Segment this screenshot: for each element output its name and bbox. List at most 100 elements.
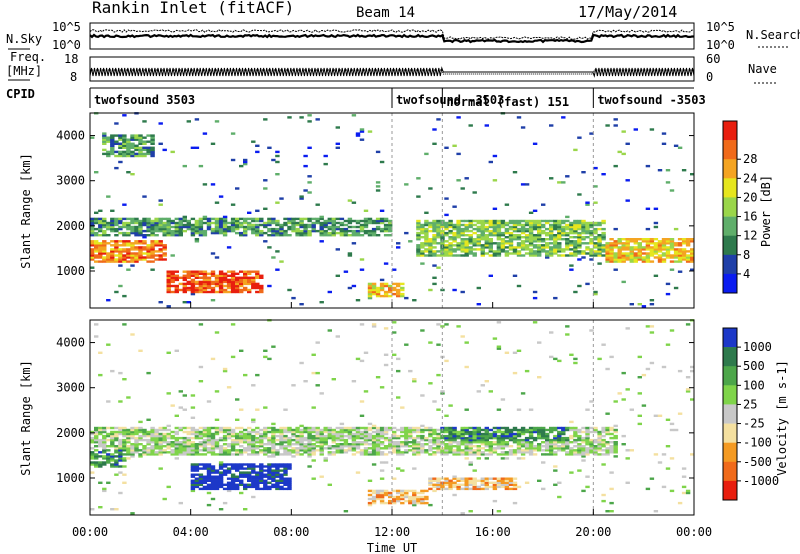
heatmap-cell: [343, 449, 349, 452]
heatmap-cell: [90, 234, 95, 237]
heatmap-cell: [206, 503, 212, 507]
heatmap-cell: [98, 430, 103, 434]
heatmap-cell: [214, 280, 220, 284]
heatmap-cell: [589, 258, 594, 261]
heatmap-cell: [677, 412, 683, 415]
heatmap-cell: [230, 276, 236, 279]
heatmap-cell: [263, 349, 268, 352]
heatmap-cell: [537, 432, 542, 436]
heatmap-cell: [569, 252, 574, 255]
heatmap-cell: [114, 461, 119, 464]
heatmap-cell: [110, 217, 115, 221]
heatmap-cell: [194, 223, 200, 227]
heatmap-cell: [573, 254, 578, 257]
heatmap-cell: [243, 485, 248, 489]
heatmap-cell: [339, 229, 345, 233]
heatmap-cell: [142, 146, 147, 149]
heatmap-cell: [162, 441, 167, 444]
heatmap-cell: [299, 197, 304, 200]
heatmap-cell: [545, 453, 550, 456]
heatmap-cell: [500, 457, 506, 460]
heatmap-cell: [319, 430, 324, 434]
heatmap-cell: [279, 477, 284, 480]
heatmap-cell: [396, 396, 401, 399]
heatmap-cell: [448, 438, 453, 442]
heatmap-cell: [98, 443, 103, 446]
heatmap-cell: [500, 246, 506, 249]
heatmap-cell: [456, 246, 461, 249]
heatmap-cell: [222, 280, 228, 284]
heatmap-cell: [166, 223, 171, 227]
heatmap-cell: [255, 451, 260, 454]
heatmap-cell: [150, 254, 155, 257]
heatmap-cell: [375, 217, 381, 221]
heatmap-cell: [311, 371, 316, 375]
heatmap-cell: [230, 477, 236, 480]
heatmap-cell: [218, 430, 224, 434]
heatmap-cell: [541, 430, 546, 434]
heatmap-cell: [601, 219, 606, 223]
heatmap-cell: [396, 434, 401, 438]
heatmap-cell: [476, 303, 481, 306]
heatmap-cell: [275, 201, 280, 204]
heatmap-cell: [186, 430, 191, 434]
heatmap-cell: [577, 443, 582, 446]
heatmap-cell: [392, 432, 397, 436]
heatmap-cell: [174, 453, 179, 456]
heatmap-cell: [537, 252, 542, 255]
heatmap-cell: [363, 223, 369, 227]
heatmap-cell: [601, 227, 606, 231]
heatmap-cell: [315, 341, 320, 344]
heatmap-cell: [138, 140, 143, 143]
heatmap-cell: [279, 426, 284, 430]
heatmap-cell: [673, 428, 679, 432]
heatmap-cell: [251, 483, 256, 486]
colorbar-tick-label: -25: [743, 417, 765, 431]
heatmap-cell: [243, 231, 248, 235]
heatmap-cell: [307, 191, 312, 194]
heatmap-cell: [581, 459, 586, 462]
heatmap-cell: [222, 483, 228, 486]
heatmap-cell: [375, 234, 381, 237]
heatmap-cell: [239, 467, 244, 470]
heatmap-cell: [524, 441, 530, 444]
heatmap-cell: [488, 445, 493, 448]
heatmap-cell: [549, 449, 554, 452]
heatmap-cell: [114, 455, 119, 458]
colorbar-tick-label: 25: [743, 397, 757, 411]
heatmap-cell: [194, 227, 200, 231]
heatmap-cell: [98, 428, 103, 432]
heatmap-cell: [440, 248, 445, 251]
heatmap-cell: [170, 254, 175, 257]
heatmap-cell: [114, 140, 119, 143]
heatmap-cell: [226, 487, 232, 491]
heatmap-cell: [170, 290, 175, 294]
heatmap-cell: [585, 221, 590, 225]
heatmap-cell: [283, 465, 288, 468]
heatmap-cell: [154, 229, 159, 233]
heatmap-cell: [367, 434, 373, 438]
heatmap-cell: [420, 246, 425, 249]
heatmap-cell: [190, 416, 196, 419]
heatmap-cell: [585, 246, 590, 249]
heatmap-cell: [436, 428, 441, 432]
heatmap-cell: [170, 443, 175, 446]
heatmap-cell: [339, 436, 345, 440]
heatmap-cell: [307, 445, 312, 448]
heatmap-cell: [218, 447, 224, 450]
heatmap-cell: [319, 447, 324, 450]
heatmap-cell: [110, 430, 115, 434]
heatmap-cell: [114, 434, 119, 438]
heatmap-cell: [202, 231, 208, 235]
heatmap-cell: [585, 426, 590, 430]
heatmap-cell: [484, 219, 489, 223]
heatmap-cell: [436, 236, 441, 239]
heatmap-cell: [186, 451, 191, 454]
heatmap-cell: [150, 449, 155, 452]
heatmap-cell: [158, 434, 163, 438]
heatmap-cell: [110, 432, 115, 436]
heatmap-cell: [468, 441, 473, 444]
heatmap-cell: [404, 428, 409, 432]
heatmap-cell: [528, 242, 534, 245]
heatmap-cell: [412, 451, 417, 454]
